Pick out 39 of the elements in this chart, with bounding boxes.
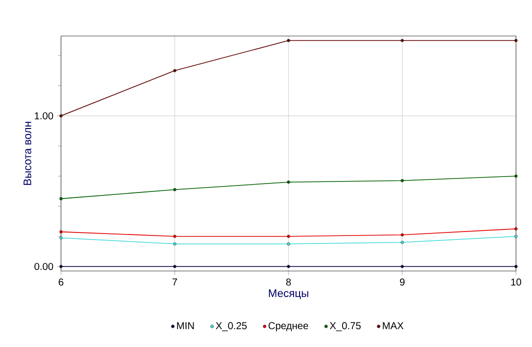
point xyxy=(286,264,290,268)
point xyxy=(286,38,290,42)
point xyxy=(59,197,63,200)
legend-label: MAX xyxy=(382,322,404,330)
point xyxy=(400,179,404,182)
x-tick-label: 7 xyxy=(172,278,178,286)
point xyxy=(400,264,404,268)
y-axis-title: Высота волн xyxy=(24,122,32,185)
point xyxy=(59,230,63,234)
point xyxy=(400,38,404,42)
legend-label: Среднее xyxy=(268,322,308,332)
point xyxy=(514,234,518,238)
point xyxy=(59,114,63,118)
legend-label: X_0.75 xyxy=(330,322,361,332)
x-tick-label: 6 xyxy=(58,278,64,286)
point xyxy=(59,236,63,240)
point xyxy=(59,264,63,268)
x-tick-label: 9 xyxy=(400,278,405,286)
point xyxy=(173,69,176,72)
legend-label: X_0.25 xyxy=(216,322,247,332)
point xyxy=(400,240,404,244)
x-tick-label: 10 xyxy=(511,278,522,286)
x-axis-title: Месяцы xyxy=(268,289,308,300)
y-tick-label: 0.00 xyxy=(34,262,54,270)
point xyxy=(173,242,176,246)
point xyxy=(173,234,176,238)
point xyxy=(173,264,176,268)
point xyxy=(400,233,404,236)
x-tick-label: 8 xyxy=(286,278,291,286)
point xyxy=(514,38,518,42)
point xyxy=(514,264,518,268)
point xyxy=(514,174,518,178)
point xyxy=(173,188,176,192)
point xyxy=(286,242,290,246)
point xyxy=(286,180,290,184)
legend-label: MIN xyxy=(177,322,194,330)
point xyxy=(514,227,518,230)
y-tick-label: 1.00 xyxy=(34,112,54,120)
point xyxy=(286,234,290,238)
